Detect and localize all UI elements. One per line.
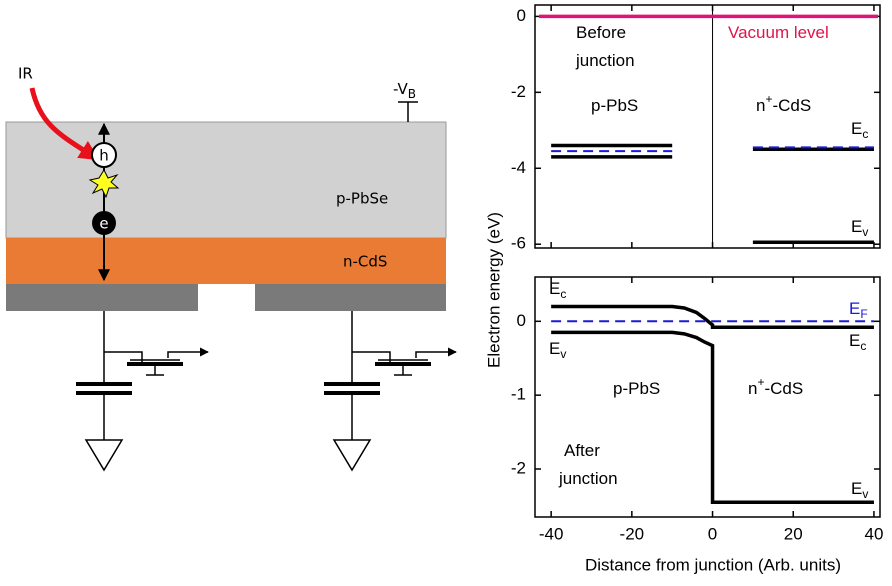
- x-tick-label: -40: [539, 524, 564, 543]
- series-line: [551, 330, 874, 504]
- text-part: v: [862, 487, 868, 501]
- text-part: junction: [575, 51, 635, 70]
- text-part: c: [860, 339, 866, 353]
- layer-label: p-PbSe: [336, 190, 388, 208]
- text-part: After: [564, 441, 600, 460]
- annotation: Ec: [851, 119, 868, 141]
- electrode: [255, 284, 446, 311]
- series-line: [551, 304, 874, 329]
- text-part: -V: [393, 80, 409, 98]
- electron: [92, 211, 116, 235]
- y-tick-label: 0: [517, 311, 526, 330]
- text-part: +: [765, 92, 772, 106]
- ir-arrow: [29, 87, 100, 161]
- electron-label: e: [99, 215, 108, 233]
- annotation: Ec: [849, 331, 866, 353]
- cds-layer: [6, 238, 446, 284]
- x-tick-label: 20: [784, 524, 803, 543]
- ir-label: IR: [18, 65, 33, 83]
- hole-label: h: [99, 147, 109, 165]
- plot-frame: [534, 4, 881, 249]
- text-part: Before: [576, 23, 626, 42]
- annotation: Ec: [549, 279, 566, 301]
- y-tick-label: -1: [511, 385, 526, 404]
- y-tick-label: -6: [511, 234, 526, 253]
- text-part: n: [756, 96, 765, 115]
- spark: [88, 168, 120, 199]
- annotation: n+-CdS: [748, 375, 803, 398]
- hole: [91, 142, 117, 168]
- annotation: Vacuum level: [728, 23, 829, 42]
- annotation: Ev: [549, 339, 566, 361]
- bias-label: -VB: [393, 80, 416, 101]
- text-part: c: [862, 127, 868, 141]
- x-tick-label: -20: [620, 524, 645, 543]
- text-part: p-PbS: [613, 379, 660, 398]
- annotation: Before: [576, 23, 626, 42]
- text-part: E: [849, 331, 860, 350]
- y-tick-label: 0: [517, 6, 526, 25]
- annotation: n+-CdS: [756, 92, 811, 115]
- text-part: Vacuum level: [728, 23, 829, 42]
- y-axis-label: Electron energy (eV): [484, 212, 503, 368]
- text-part: +: [757, 375, 764, 389]
- annotation: Ev: [851, 479, 868, 501]
- annotation: p-PbS: [591, 96, 638, 115]
- text-part: v: [560, 347, 566, 361]
- plot-frame: [534, 276, 881, 518]
- electrode: [6, 284, 198, 311]
- text-part: -CdS: [772, 96, 811, 115]
- text-part: E: [851, 479, 862, 498]
- text-part: E: [851, 217, 862, 236]
- text-part: F: [860, 307, 867, 321]
- x-tick-label: 40: [864, 524, 883, 543]
- text-part: E: [849, 299, 860, 318]
- text-part: v: [862, 225, 868, 239]
- y-tick-label: -4: [511, 158, 526, 177]
- readout-circuit: [324, 311, 456, 470]
- text-part: junction: [558, 469, 618, 488]
- y-tick-label: -2: [511, 458, 526, 477]
- text-part: n: [748, 379, 757, 398]
- annotation: p-PbS: [613, 379, 660, 398]
- text-part: E: [549, 279, 560, 298]
- annotation: junction: [575, 51, 635, 70]
- readout-circuit: [76, 311, 209, 472]
- x-tick-label: 0: [708, 524, 717, 543]
- text-part: c: [560, 287, 566, 301]
- annotation: After: [564, 441, 600, 460]
- annotation: EF: [849, 299, 868, 321]
- text-part: E: [549, 339, 560, 358]
- y-tick-label: -2: [511, 82, 526, 101]
- layer-label: n-CdS: [343, 253, 387, 271]
- text-part: B: [408, 87, 416, 101]
- text-part: p-PbS: [591, 96, 638, 115]
- device-diagram: IR -VB h e p-PbSe n-CdS: [5, 65, 456, 472]
- annotation: junction: [558, 469, 618, 488]
- annotation: Ev: [851, 217, 868, 239]
- x-axis-label: Distance from junction (Arb. units): [585, 555, 841, 574]
- text-part: -CdS: [764, 379, 803, 398]
- text-part: E: [851, 119, 862, 138]
